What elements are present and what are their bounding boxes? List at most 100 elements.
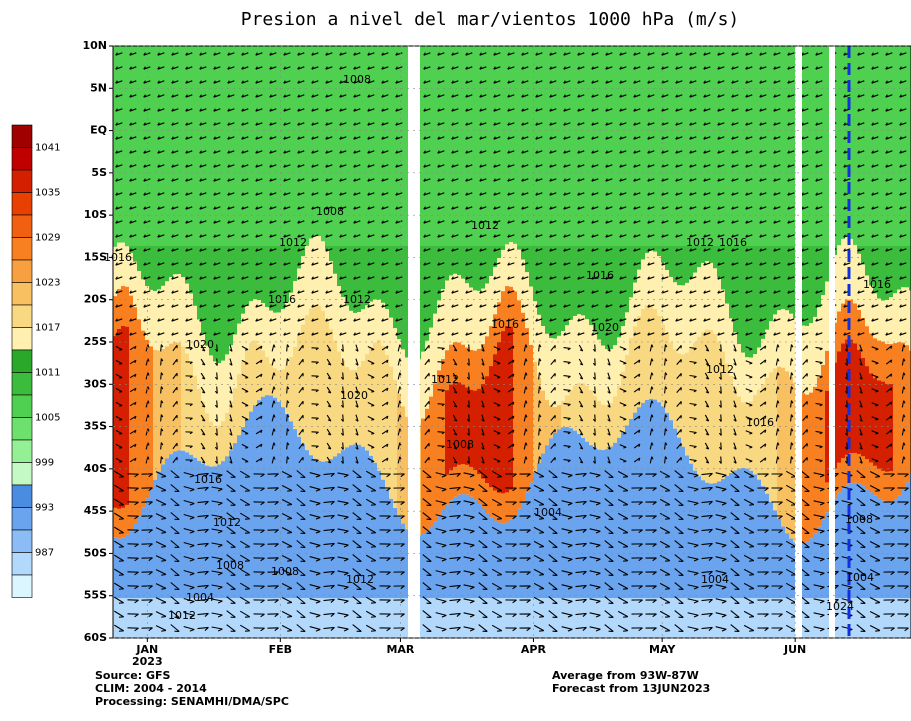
- shade: [513, 598, 518, 638]
- shade: [869, 598, 874, 638]
- shade: [185, 46, 190, 246]
- shade: [901, 598, 906, 638]
- shade: [385, 46, 390, 246]
- shade: [557, 246, 562, 336]
- shade: [305, 598, 310, 638]
- shade: [421, 598, 426, 638]
- shade: [541, 46, 546, 246]
- shade: [881, 598, 886, 638]
- shade: [401, 598, 406, 638]
- shade: [469, 390, 474, 467]
- shade: [789, 46, 794, 246]
- contour-label: 1008: [216, 559, 244, 572]
- shade: [865, 46, 870, 246]
- shade: [145, 286, 150, 340]
- shade: [153, 246, 158, 291]
- shade: [685, 246, 690, 283]
- shade: [821, 598, 826, 638]
- shade: [193, 246, 198, 306]
- shade: [121, 598, 126, 638]
- shade: [501, 246, 506, 250]
- shade: [873, 293, 878, 338]
- shade: [645, 46, 650, 246]
- shade: [573, 385, 578, 430]
- shade: [725, 598, 730, 638]
- colorbar-label: 1035: [35, 188, 60, 199]
- shade: [885, 384, 890, 472]
- shade: [569, 246, 574, 320]
- shade: [717, 277, 722, 341]
- shade: [157, 351, 162, 472]
- shade: [577, 46, 582, 246]
- shade: [597, 401, 602, 450]
- shade: [133, 46, 138, 246]
- shade: [261, 46, 266, 246]
- shade: [337, 351, 342, 453]
- shade: [537, 246, 542, 315]
- shade: [609, 349, 614, 403]
- shade: [181, 46, 186, 246]
- shade: [509, 327, 514, 490]
- shade: [629, 46, 634, 246]
- shade: [497, 258, 502, 302]
- shade: [129, 46, 134, 246]
- shade: [717, 598, 722, 638]
- shade: [293, 46, 298, 246]
- shade: [189, 46, 194, 246]
- shade: [565, 246, 570, 325]
- shade: [537, 46, 542, 246]
- shade: [133, 262, 138, 307]
- contour-label: 1024: [826, 600, 854, 613]
- shade: [273, 598, 278, 638]
- shade: [605, 406, 610, 449]
- shade: [585, 598, 590, 638]
- shade: [785, 46, 790, 246]
- shade: [153, 46, 158, 246]
- shade: [401, 246, 406, 349]
- shade: [161, 349, 166, 464]
- shade: [437, 300, 442, 370]
- shade: [865, 246, 870, 275]
- shade: [517, 246, 522, 250]
- shade: [541, 391, 546, 454]
- shade: [329, 598, 334, 638]
- shade: [645, 598, 650, 638]
- colorbar-box: [12, 283, 32, 306]
- shade: [893, 46, 898, 246]
- shade: [721, 598, 726, 638]
- shade: [477, 389, 482, 474]
- shade: [289, 46, 294, 246]
- shade: [653, 252, 658, 309]
- shade: [361, 309, 366, 361]
- shade: [821, 246, 826, 295]
- shade: [253, 341, 258, 406]
- shade: [649, 598, 654, 638]
- colorbar-box: [12, 553, 32, 576]
- shade: [289, 357, 294, 421]
- shade: [493, 598, 498, 638]
- shade: [205, 346, 210, 413]
- shade: [877, 598, 882, 638]
- shade: [565, 395, 570, 427]
- shade: [201, 598, 206, 638]
- shade: [725, 246, 730, 304]
- shade: [653, 46, 658, 246]
- shade: [809, 46, 814, 246]
- shade: [781, 309, 786, 368]
- shade: [773, 598, 778, 638]
- shade: [429, 46, 434, 246]
- shade: [181, 246, 186, 277]
- shade: [401, 46, 406, 246]
- shade: [149, 246, 154, 290]
- shade: [861, 46, 866, 246]
- shade: [857, 350, 862, 454]
- shade: [141, 598, 146, 638]
- shade: [177, 343, 182, 450]
- shade: [617, 46, 622, 246]
- shade: [749, 46, 754, 246]
- shade: [221, 46, 226, 246]
- contour-label: 1016: [194, 473, 222, 486]
- shade: [509, 46, 514, 246]
- shade: [685, 46, 690, 246]
